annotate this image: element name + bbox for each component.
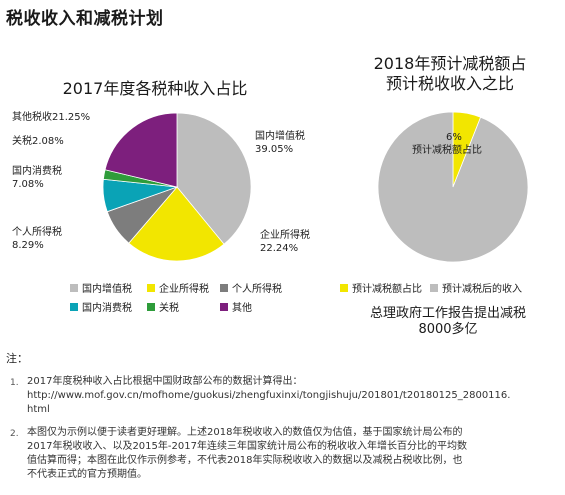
notes-heading: 注： — [6, 352, 28, 365]
pie-charts-svg — [102, 111, 529, 263]
legend-swatch — [147, 283, 155, 292]
legend-swatch — [430, 283, 438, 292]
label-vat: 国内增值税 39.05% — [255, 131, 305, 155]
legend-personal-tax: 个人所得税 — [220, 280, 282, 295]
legend-after-reduction: 预计减税后的收入 — [430, 280, 522, 295]
legend-swatch — [70, 302, 78, 311]
legend-swatch — [70, 283, 78, 292]
right-pie — [377, 111, 529, 263]
label-reduction-name: 预计减税额占比 — [412, 145, 482, 156]
right-pie-slice-1 — [377, 111, 529, 263]
left-pie-slice-0 — [176, 112, 252, 245]
note-1: 2017年度税种收入占比根据中国财政部公布的数据计算得出： http://www… — [27, 376, 511, 415]
right-chart-title: 2018年预计减税额占 预计税收收入之比 — [373, 54, 527, 93]
legend-corporate-tax: 企业所得税 — [147, 280, 209, 295]
label-reduction-pct: 6% — [446, 132, 462, 143]
note-2: 本图仅为示例以便于读者更好理解。上述2018年税收收入的数值仅为估值，基于国家统… — [27, 427, 467, 480]
page-title: 税收收入和减税计划 — [6, 9, 164, 29]
left-pie — [102, 112, 252, 262]
legend-consumption-tax: 国内消费税 — [70, 299, 132, 314]
note-1-number: 1. — [10, 378, 19, 388]
legend-reduction: 预计减税额占比 — [340, 280, 422, 295]
legend-swatch — [220, 302, 228, 311]
legend-tariff: 关税 — [147, 299, 179, 314]
left-pie-slice-5 — [104, 112, 178, 188]
legend-swatch — [147, 302, 155, 311]
left-pie-slice-1 — [128, 186, 225, 262]
label-corporate-tax: 企业所得税 22.24% — [260, 230, 310, 254]
legend-swatch — [220, 283, 228, 292]
legend-other: 其他 — [220, 299, 252, 314]
label-consumption-tax: 国内消费税 7.08% — [12, 166, 62, 190]
label-tariff: 关税2.08% — [12, 136, 64, 147]
legend-swatch — [340, 283, 348, 292]
label-personal-tax: 个人所得税 8.29% — [12, 227, 62, 251]
left-chart-title: 2017年度各税种收入占比 — [62, 79, 248, 98]
report-callout: 总理政府工作报告提出减税 8000多亿 — [369, 306, 526, 337]
legend-vat: 国内增值税 — [70, 280, 132, 295]
note-2-number: 2. — [10, 429, 19, 439]
label-other-tax: 其他税收21.25% — [12, 112, 91, 123]
